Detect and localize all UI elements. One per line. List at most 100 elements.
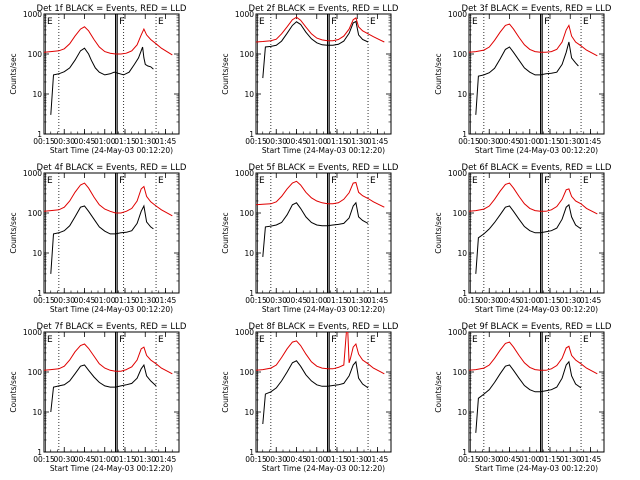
events-series-line: [475, 41, 579, 115]
x-tick-label: 00:30: [53, 296, 75, 305]
x-tick-label: 00:15: [458, 137, 480, 146]
lld-series-line: [469, 341, 598, 375]
x-tick-label: 01:45: [580, 137, 602, 146]
y-tick-label: 1: [462, 448, 467, 457]
panel-9: Det 9f BLACK = Events, RED = LLD 1 10 100 10…: [434, 322, 612, 473]
marker-letter: E: [583, 335, 589, 345]
x-tick-label: 00:45: [499, 137, 521, 146]
y-axis-label: Counts/sec: [434, 212, 443, 253]
events-series-line: [262, 360, 369, 425]
y-tick-label: 10: [244, 408, 254, 417]
x-tick-label: 01:30: [559, 455, 581, 464]
x-tick-label: 01:45: [367, 455, 389, 464]
x-axis-label: Start Time (24-May-03 00:12:20): [475, 305, 598, 314]
plot-frame: [255, 331, 392, 453]
events-series-line: [475, 360, 582, 433]
x-tick-label: 00:15: [33, 137, 55, 146]
x-tick-label: 01:30: [134, 296, 156, 305]
marker-letter: F: [544, 17, 549, 27]
y-tick-label: 1000: [23, 169, 42, 178]
y-tick-label: 100: [453, 50, 468, 59]
panel-4: Det 4f BLACK = Events, RED = LLD 1 10 100 10…: [9, 163, 187, 314]
x-tick-label: 00:15: [458, 455, 480, 464]
x-axis-label: Start Time (24-May-03 00:12:20): [50, 146, 173, 155]
marker-letter: F: [544, 176, 549, 186]
events-series-line: [50, 204, 154, 274]
plot-frame: [43, 331, 180, 453]
lld-series-line: [44, 343, 173, 375]
marker-letter: E: [370, 335, 376, 345]
y-tick-label: 100: [28, 50, 43, 59]
x-tick-label: 01:00: [306, 137, 328, 146]
x-tick-label: 00:45: [499, 296, 521, 305]
panel-8: Det 8f BLACK = Events, RED = LLD 1 10 100 10…: [221, 322, 399, 473]
panel-title: Det 4f BLACK = Events, RED = LLD: [37, 163, 187, 173]
x-tick-label: 01:45: [367, 296, 389, 305]
x-tick-label: 00:15: [33, 296, 55, 305]
marker-letter: E: [158, 335, 164, 345]
lld-series-line: [469, 182, 598, 215]
x-tick-label: 01:00: [306, 296, 328, 305]
panel-3: Det 3f BLACK = Events, RED = LLD 1 10 100 10…: [434, 4, 612, 155]
panel-6: Det 6f BLACK = Events, RED = LLD 1 10 100 10…: [434, 163, 612, 314]
y-tick-label: 100: [453, 368, 468, 377]
lld-series-line: [44, 182, 173, 217]
x-tick-label: 01:45: [155, 296, 177, 305]
plot-frame: [468, 13, 605, 135]
panel-title: Det 9f BLACK = Events, RED = LLD: [462, 322, 612, 332]
x-axis-label: Start Time (24-May-03 00:12:20): [50, 464, 173, 473]
marker-letter: E: [47, 176, 53, 186]
y-tick-label: 1000: [23, 328, 42, 337]
x-tick-label: 00:30: [478, 137, 500, 146]
plot-frame: [43, 172, 180, 294]
y-axis-label: Counts/sec: [9, 212, 18, 253]
events-series-line: [475, 203, 582, 274]
x-tick-label: 00:30: [265, 296, 287, 305]
x-tick-label: 01:30: [134, 455, 156, 464]
x-tick-label: 01:45: [580, 455, 602, 464]
y-tick-label: 10: [244, 249, 254, 258]
marker-letter: E: [583, 17, 589, 27]
plot-frame: [255, 172, 392, 294]
y-tick-label: 100: [453, 209, 468, 218]
y-axis-label: Counts/sec: [221, 53, 230, 94]
marker-letter: E: [472, 176, 478, 186]
y-tick-label: 1000: [448, 169, 467, 178]
x-axis-label: Start Time (24-May-03 00:12:20): [475, 464, 598, 473]
x-tick-label: 01:45: [367, 137, 389, 146]
events-series-line: [262, 201, 369, 257]
y-tick-label: 10: [32, 90, 42, 99]
marker-letter: F: [331, 176, 336, 186]
y-tick-label: 10: [457, 249, 467, 258]
plot-frame: [43, 13, 180, 135]
marker-letter: E: [158, 176, 164, 186]
panel-title: Det 2f BLACK = Events, RED = LLD: [249, 4, 399, 14]
x-tick-label: 00:30: [478, 455, 500, 464]
y-tick-label: 10: [457, 90, 467, 99]
panel-title: Det 1f BLACK = Events, RED = LLD: [37, 4, 187, 14]
x-tick-label: 01:30: [559, 296, 581, 305]
y-axis-label: Counts/sec: [9, 371, 18, 412]
x-tick-label: 00:30: [265, 137, 287, 146]
y-tick-label: 1: [249, 448, 254, 457]
plot-frame: [255, 13, 392, 135]
x-tick-label: 01:15: [326, 296, 348, 305]
lld-series-line: [256, 332, 385, 375]
marker-letter: E: [259, 176, 265, 186]
events-series-line: [262, 20, 369, 79]
y-tick-label: 1: [37, 448, 42, 457]
panel-title: Det 3f BLACK = Events, RED = LLD: [462, 4, 612, 14]
panel-title: Det 5f BLACK = Events, RED = LLD: [249, 163, 399, 173]
x-axis-label: Start Time (24-May-03 00:12:20): [262, 146, 385, 155]
x-tick-label: 01:45: [155, 137, 177, 146]
x-axis-label: Start Time (24-May-03 00:12:20): [262, 305, 385, 314]
y-tick-label: 1000: [448, 328, 467, 337]
x-tick-label: 01:15: [326, 137, 348, 146]
x-tick-label: 01:00: [306, 455, 328, 464]
y-axis-label: Counts/sec: [9, 53, 18, 94]
y-tick-label: 10: [244, 90, 254, 99]
marker-letter: F: [119, 17, 124, 27]
y-tick-label: 10: [32, 249, 42, 258]
x-tick-label: 00:30: [478, 296, 500, 305]
